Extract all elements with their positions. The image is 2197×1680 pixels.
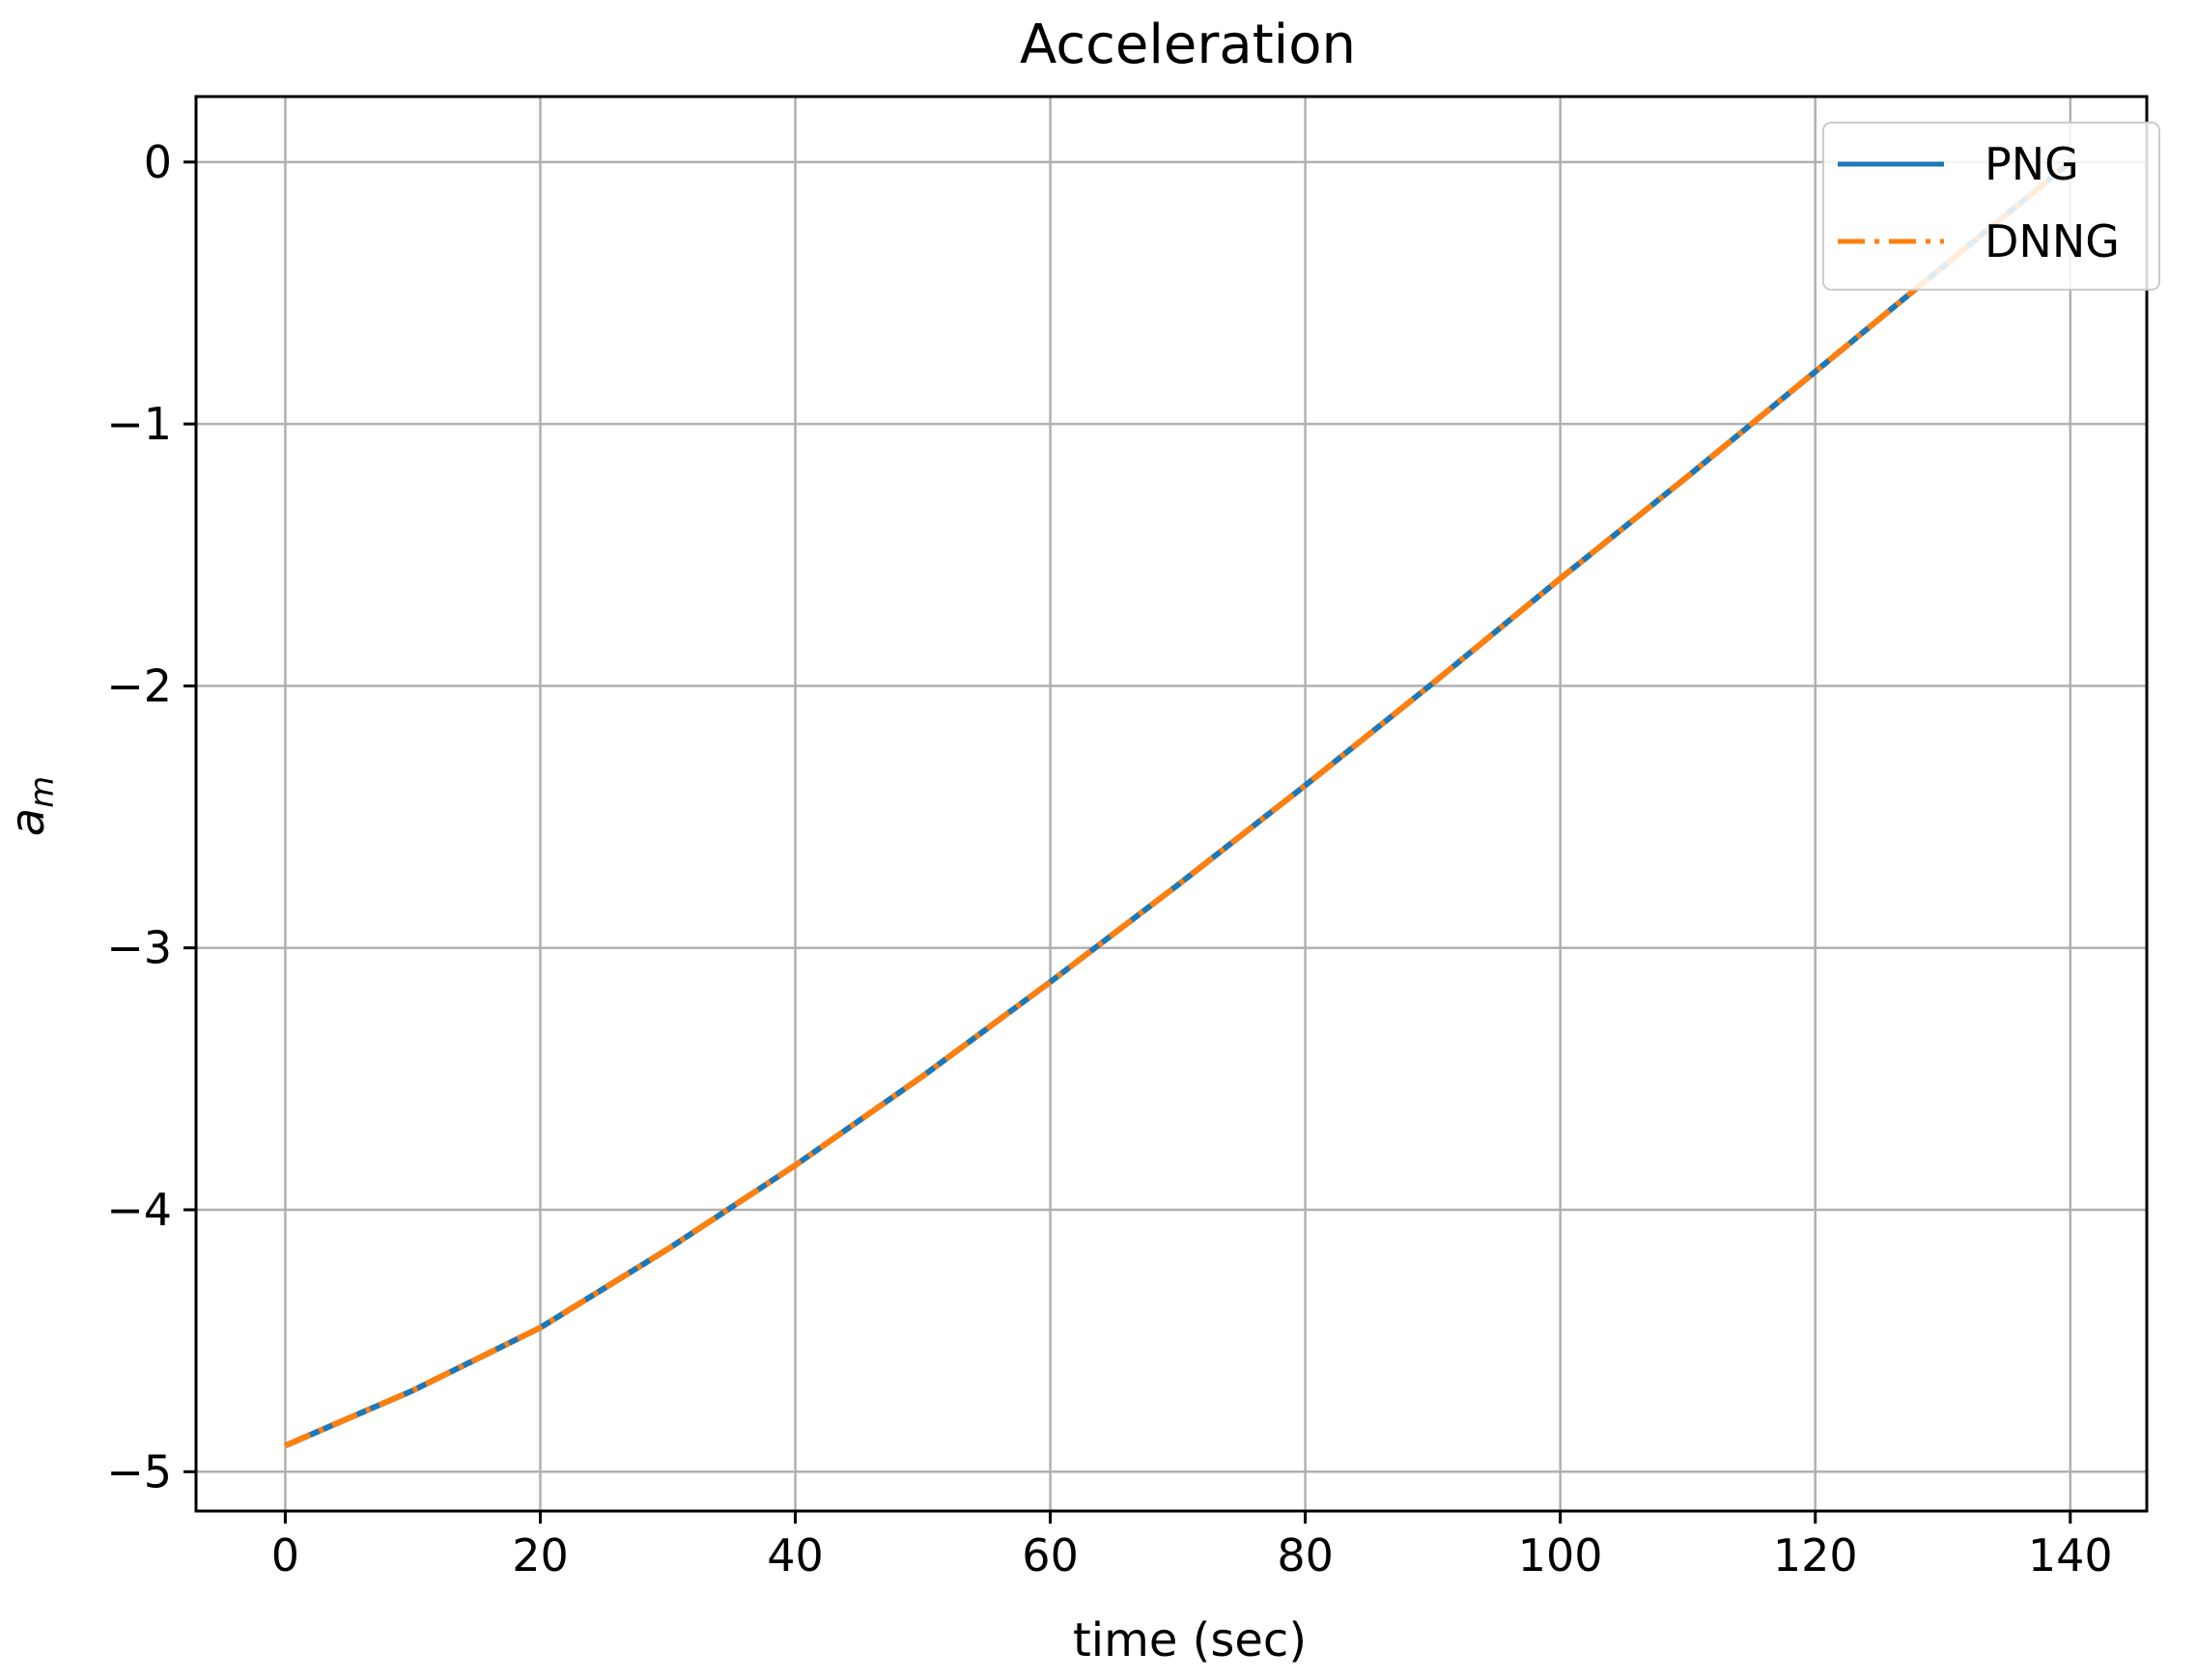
y-axis-label-base: a [1,808,55,836]
legend-label-dnng: DNNG [1985,215,2120,267]
y-axis-label: am [1,776,62,837]
plot-frame [194,95,2149,1513]
series-line-png [284,159,2072,1448]
y-tick-label: −1 [106,398,172,450]
legend: PNG DNNG [1822,122,2160,291]
x-tick-label: 100 [1518,1529,1603,1582]
x-tick-label: 20 [512,1529,569,1582]
y-tick-label: −2 [106,659,172,712]
x-tick-label: 120 [1773,1529,1858,1582]
y-axis-ticks: 0 −1 −2 −3 −4 −5 [106,136,196,1498]
series-layer [284,159,2072,1448]
x-axis-ticks: 0 20 40 60 80 100 120 140 [271,1511,2113,1582]
x-tick-label: 140 [2028,1529,2113,1582]
x-tick-label: 60 [1022,1529,1079,1582]
y-tick-label: −4 [106,1184,172,1236]
y-tick-label: 0 [144,136,172,188]
chart-title: Acceleration [1020,14,1356,76]
x-tick-label: 40 [767,1529,824,1582]
y-axis-label-subscript: m [23,776,62,808]
legend-label-png: PNG [1985,138,2079,190]
series-line-dnng [284,159,2072,1448]
grid [196,97,2147,1511]
y-tick-label: −5 [106,1445,172,1498]
x-axis-label: time (sec) [1073,1613,1307,1667]
x-tick-label: 80 [1277,1529,1334,1582]
x-tick-label: 0 [271,1529,299,1582]
y-tick-label: −3 [106,922,172,974]
